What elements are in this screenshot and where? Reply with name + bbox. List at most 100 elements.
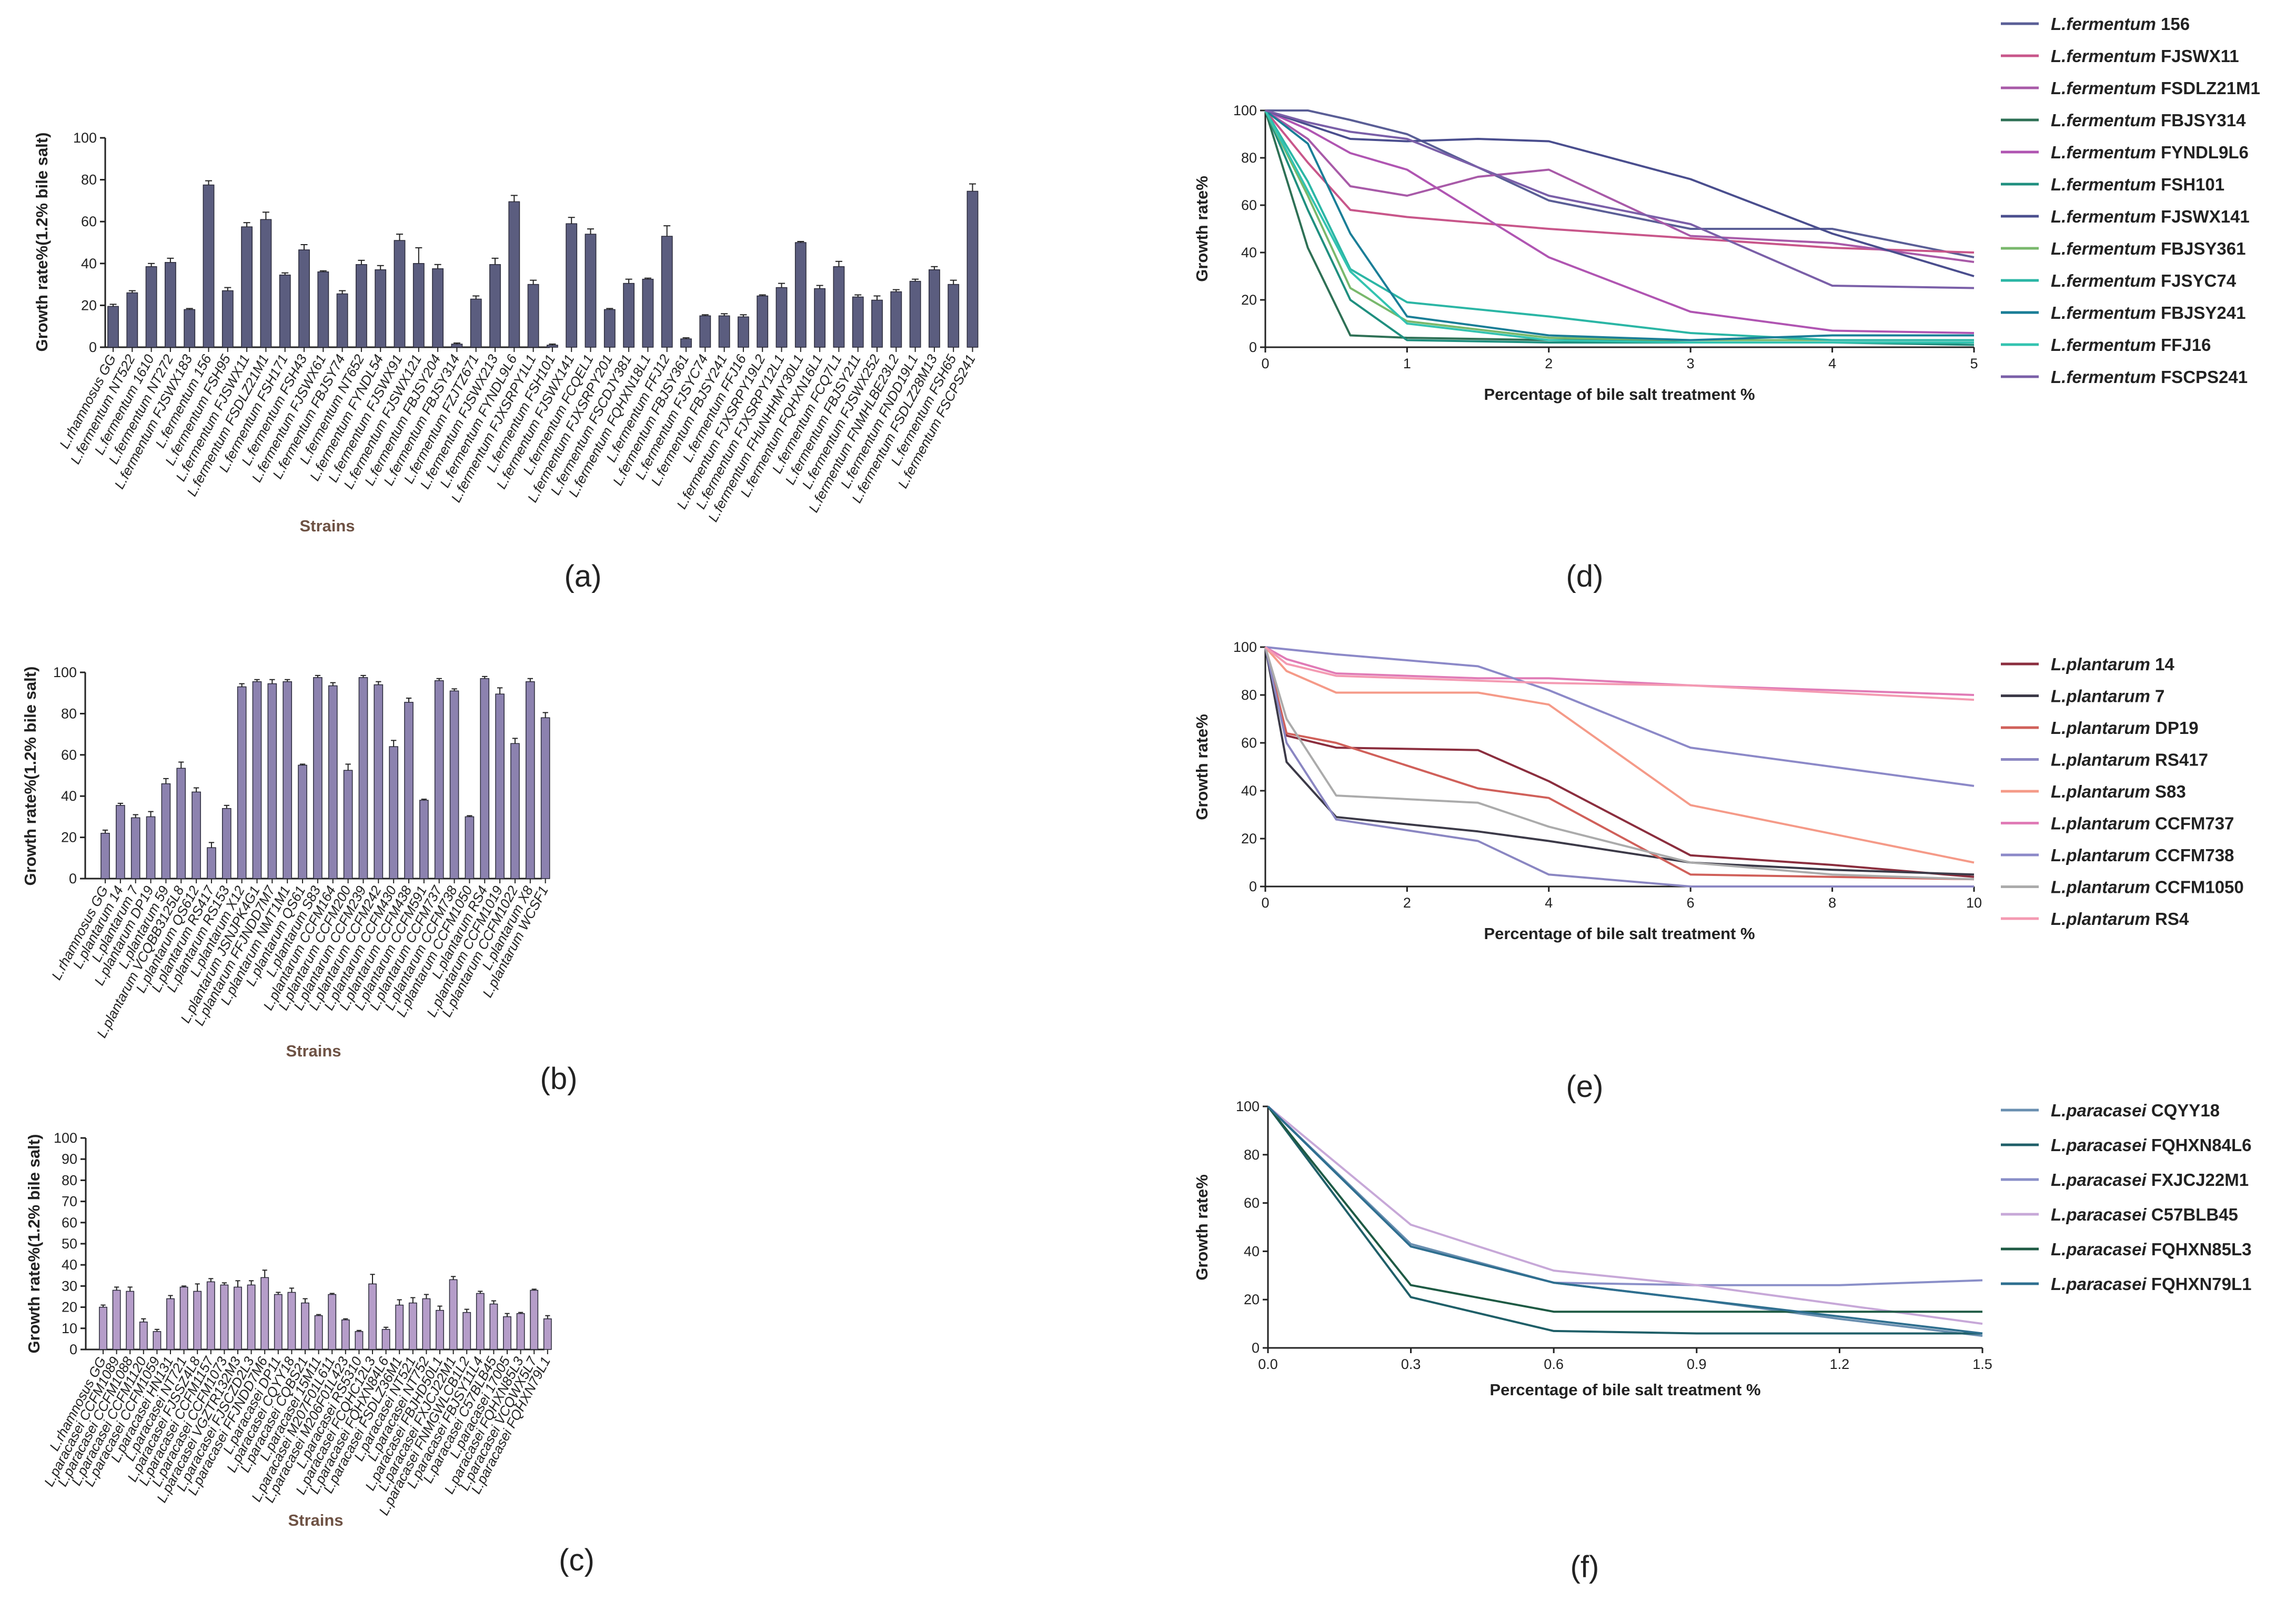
bar: [176, 768, 186, 879]
bar: [145, 266, 157, 348]
bar: [166, 1298, 175, 1350]
bar: [260, 1277, 269, 1350]
y-tick-label: 80: [81, 172, 97, 188]
bar: [776, 287, 788, 348]
bar: [737, 316, 749, 348]
y-tick-label: 80: [1241, 150, 1257, 166]
bar: [525, 681, 535, 879]
y-tick-label: 40: [61, 788, 77, 804]
legend-entry: L.paracasei CQYY18: [2051, 1101, 2220, 1120]
x-tick-label: 5: [1970, 356, 1978, 371]
y-tick-label: 0: [69, 871, 77, 886]
bar: [432, 268, 444, 348]
series-line: [1265, 109, 1975, 334]
legend-entry: L.paracasei C57BLB45: [2051, 1205, 2238, 1224]
bar: [585, 234, 597, 348]
bar: [699, 315, 711, 348]
legend-entry: L.plantarum RS4: [2051, 909, 2189, 929]
legend-entry: L.plantarum CCFM737: [2051, 814, 2234, 833]
bar: [368, 1283, 377, 1350]
bar: [298, 249, 310, 348]
panel-label: (c): [559, 1543, 595, 1577]
bar: [546, 345, 558, 348]
y-axis-title: Growth rate%(1.2% bile salt): [25, 1134, 43, 1354]
bar: [314, 1315, 323, 1350]
y-tick-label: 20: [1241, 831, 1257, 847]
bar: [465, 816, 475, 879]
bar: [462, 1312, 471, 1350]
y-tick-label: 40: [81, 256, 97, 271]
x-tick-label: 0.9: [1687, 1356, 1707, 1372]
legend-entry: L.plantarum CCFM1050: [2051, 878, 2244, 897]
bar: [301, 1302, 309, 1350]
bar: [422, 1298, 431, 1350]
x-axis-title: Strains: [288, 1511, 343, 1529]
bar: [112, 1289, 121, 1350]
y-tick-label: 60: [1241, 197, 1257, 213]
legend-entry: L.plantarum 14: [2051, 654, 2174, 674]
bar: [126, 292, 138, 348]
bar: [404, 702, 414, 879]
bar: [890, 291, 902, 348]
legend-entry: L.fermentum FSDLZ21M1: [2051, 78, 2260, 98]
legend-entry: L.fermentum FJSWX11: [2051, 46, 2239, 66]
bar: [274, 1294, 283, 1350]
x-tick-label: 0.3: [1401, 1356, 1421, 1372]
bar: [680, 338, 692, 348]
y-tick-label: 60: [62, 1215, 77, 1231]
legend-entry: L.fermentum FJSWX141: [2051, 207, 2250, 226]
y-tick-label: 40: [1244, 1243, 1260, 1259]
bar: [283, 681, 293, 879]
y-axis-title: Growth rate%: [1193, 1174, 1211, 1281]
bar: [833, 266, 845, 348]
y-tick-label: 100: [54, 1130, 77, 1146]
y-axis-title: Growth rate%(1.2% bile salt): [33, 133, 51, 352]
bar: [510, 743, 520, 879]
series-line: [1267, 1105, 1983, 1335]
legend-entry: L.fermentum FBJSY361: [2051, 239, 2245, 258]
bar: [503, 1316, 511, 1350]
y-tick-label: 100: [73, 130, 97, 146]
bar: [336, 293, 348, 348]
legend-entry: L.fermentum FBJSY314: [2051, 110, 2246, 130]
bar: [260, 219, 272, 348]
bar: [192, 791, 201, 879]
bar: [540, 717, 550, 879]
x-axis-title: Strains: [286, 1042, 341, 1060]
bar: [814, 288, 826, 348]
bar: [374, 684, 384, 879]
panel-label: (e): [1566, 1070, 1604, 1104]
legend-entry: L.fermentum 156: [2051, 14, 2190, 34]
bar: [449, 1279, 458, 1350]
x-tick-label: 0.0: [1258, 1356, 1278, 1372]
bar: [436, 1309, 444, 1350]
bar: [328, 1294, 337, 1350]
y-tick-label: 60: [1241, 735, 1257, 751]
legend-entry: L.paracasei FQHXN79L1: [2051, 1274, 2252, 1294]
bar: [527, 284, 539, 348]
legend-entry: L.plantarum 7: [2051, 687, 2164, 706]
bar: [237, 686, 247, 879]
series-line: [1265, 109, 1975, 289]
series-line: [1267, 1105, 1982, 1313]
y-tick-label: 80: [62, 1172, 77, 1188]
series-line: [1264, 647, 1975, 878]
y-tick-label: 20: [62, 1299, 77, 1315]
bar: [543, 1318, 552, 1350]
y-tick-label: 40: [62, 1257, 77, 1273]
bar: [395, 1304, 404, 1350]
bar: [130, 817, 140, 879]
y-tick-label: 80: [61, 706, 77, 721]
bar: [852, 296, 864, 348]
bar: [623, 283, 635, 348]
x-tick-label: 8: [1828, 895, 1836, 911]
x-tick-label: 1: [1403, 356, 1411, 371]
bar: [328, 685, 338, 879]
y-tick-label: 100: [53, 664, 77, 680]
x-tick-label: 0: [1261, 895, 1269, 911]
y-axis-title: Growth rate%: [1193, 714, 1211, 820]
bar: [966, 190, 979, 348]
bar: [516, 1313, 525, 1350]
bar: [355, 1331, 364, 1350]
